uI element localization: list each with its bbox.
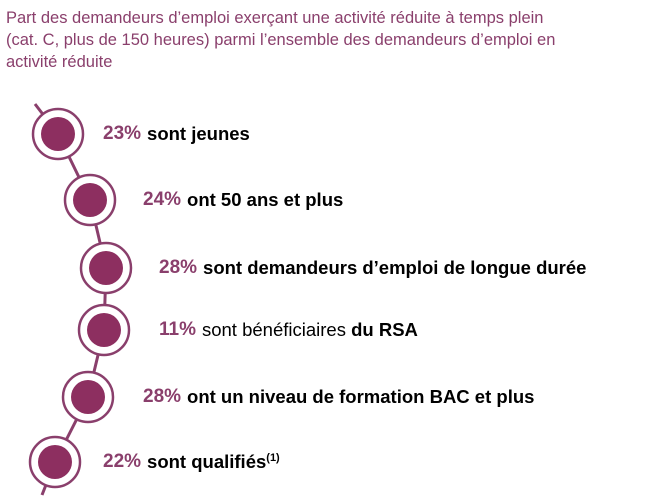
timeline-node-4 <box>77 303 131 357</box>
timeline-line <box>33 103 108 496</box>
stat-item-rsa: 11% sont bénéficiaires du RSA <box>159 313 418 347</box>
stat-label: sont demandeurs d’emploi de longue durée <box>203 257 587 278</box>
stat-label: ont un niveau de formation BAC et plus <box>187 386 535 407</box>
stat-item-50-ans: 24% ont 50 ans et plus <box>143 183 343 217</box>
stat-percent: 23% <box>103 123 142 144</box>
stat-item-jeunes: 23% sont jeunes <box>103 117 250 151</box>
title-line-2: (cat. C, plus de 150 heures) parmi l’ens… <box>6 31 556 49</box>
stat-label-bold: du RSA <box>351 319 418 340</box>
stat-item-bac: 28% ont un niveau de formation BAC et pl… <box>143 380 534 414</box>
chart-title: Part des demandeurs d’emploi exerçant un… <box>6 7 626 73</box>
stat-percent: 28% <box>159 257 198 278</box>
stat-percent: 24% <box>143 189 182 210</box>
stat-label: ont 50 ans et plus <box>187 189 344 210</box>
stat-item-qualifies: 22% sont qualifiés(1) <box>103 445 280 479</box>
footnote-marker: (1) <box>266 452 280 464</box>
timeline-node-6 <box>28 435 82 489</box>
stat-label: sont bénéficiaires <box>201 319 346 340</box>
timeline-node-2 <box>63 173 117 227</box>
stat-percent: 22% <box>103 451 142 472</box>
timeline-node-5 <box>61 370 115 424</box>
stat-percent: 28% <box>143 386 182 407</box>
stat-label: sont jeunes <box>147 123 250 144</box>
stat-label: sont qualifiés <box>147 451 267 472</box>
title-line-1: Part des demandeurs d’emploi exerçant un… <box>6 9 544 27</box>
stat-percent: 11% <box>159 319 196 340</box>
stat-item-longue-duree: 28% sont demandeurs d’emploi de longue d… <box>159 251 586 285</box>
title-line-3: activité réduite <box>6 53 113 71</box>
timeline-node-1 <box>31 107 85 161</box>
timeline-node-3 <box>79 241 133 295</box>
